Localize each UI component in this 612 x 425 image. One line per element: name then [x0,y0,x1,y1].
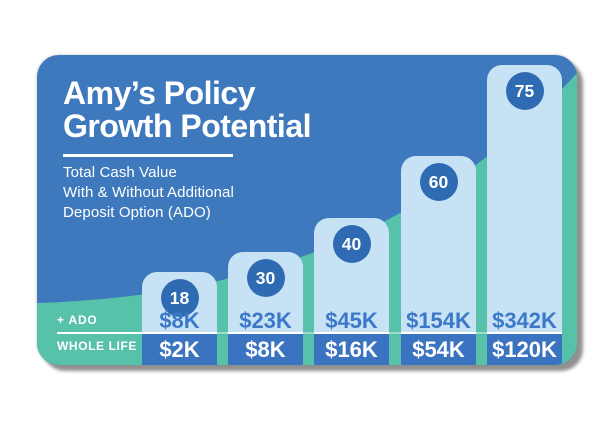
whole-life-value: $8K [245,337,286,362]
infographic-card: 18 $8K $2K 30 $23K $8K 40 $45K [37,55,577,365]
ado-value: $45K [325,308,378,333]
page-title-line-1: Amy’s Policy [63,75,256,111]
whole-life-band: $16K [314,334,389,365]
bar-row-divider [401,331,476,334]
subtitle-line-3: Deposit Option (ADO) [63,204,211,221]
bar-row-divider [228,331,303,334]
ado-value: $342K [492,308,557,333]
age-value: 40 [341,233,362,254]
whole-life-band: $2K [142,334,217,365]
age-badge: 18 [160,279,199,317]
bar-column-age-75: 75 $342K $120K [487,65,562,365]
bar-row-divider [487,331,562,334]
whole-life-row-label: WHOLE LIFE [57,339,137,353]
age-value: 60 [428,171,449,192]
whole-life-value: $2K [159,337,200,362]
ado-value: $23K [239,308,292,333]
title-underline [63,154,233,157]
age-value: 18 [169,287,190,308]
subtitle-line-1: Total Cash Value [63,164,177,181]
ado-value: $8K [159,308,200,333]
whole-life-band: $120K [487,334,562,365]
whole-life-value: $54K [412,337,465,362]
whole-life-value: $16K [325,337,378,362]
whole-life-band: $8K [228,334,303,365]
ado-value: $154K [406,308,471,333]
bar-column-age-30: 30 $23K $8K [228,252,303,365]
bar-column-age-40: 40 $45K $16K [314,218,389,365]
subtitle-block: Total Cash Value With & Without Addition… [63,163,234,223]
subtitle-line-2: With & Without Additional [63,184,234,201]
bar-column-age-18: 18 $8K $2K [142,272,217,365]
legend-row-divider [57,331,142,334]
age-value: 75 [514,80,535,101]
bar-column-age-60: 60 $154K $54K [401,156,476,365]
age-value: 30 [255,267,276,288]
bar-row-divider [142,331,217,334]
age-badge: 40 [332,225,371,263]
whole-life-value: $120K [492,337,557,362]
ado-row-label: + ADO [57,313,98,327]
whole-life-band: $54K [401,334,476,365]
title-block: Amy’s Policy Growth Potential [63,75,312,144]
page-title-line-2: Growth Potential [63,108,312,144]
age-badge: 30 [246,259,285,297]
age-badge: 75 [505,72,544,110]
age-badge: 60 [419,163,458,201]
bar-row-divider [314,331,389,334]
